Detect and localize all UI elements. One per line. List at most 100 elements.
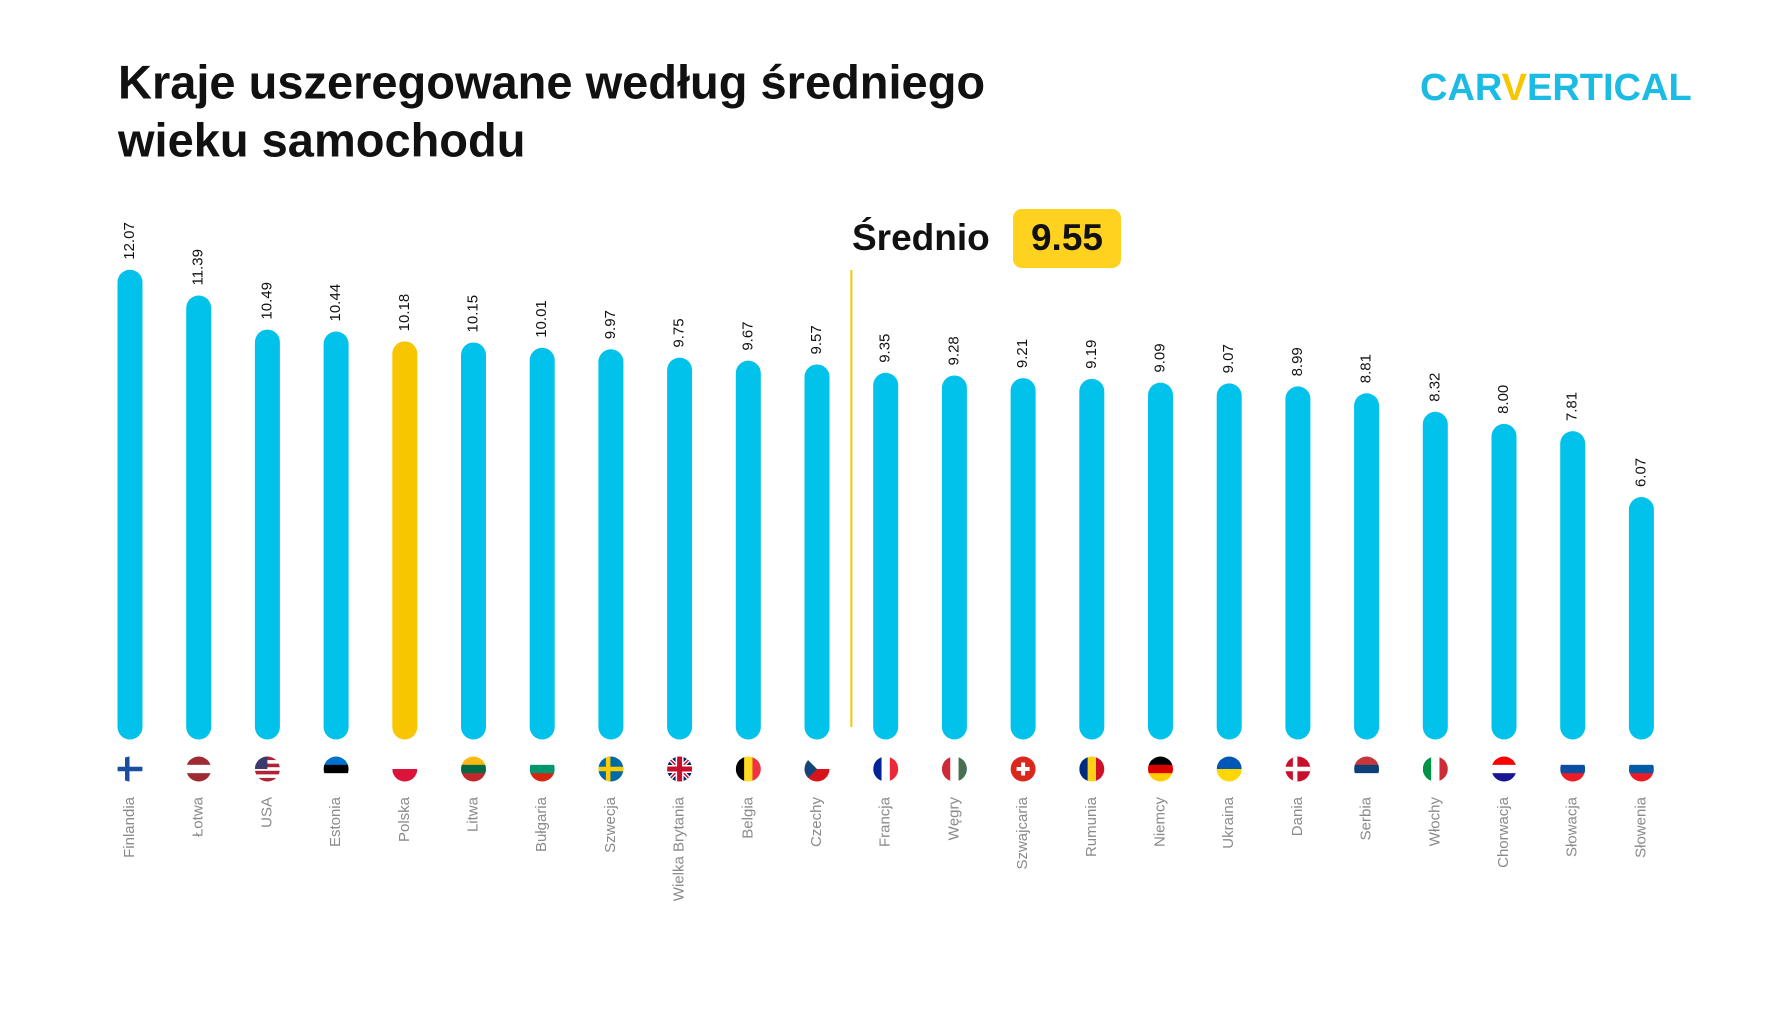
flag-part xyxy=(186,756,212,766)
flag-part xyxy=(1079,756,1089,782)
flag-part xyxy=(461,764,486,774)
logo-part: ERTICAL xyxy=(1527,67,1692,109)
x-tick-label: Czechy xyxy=(808,797,825,848)
bar xyxy=(1354,393,1380,740)
flag xyxy=(1560,756,1586,782)
flag-part xyxy=(744,756,753,782)
bar xyxy=(1216,383,1242,740)
flag xyxy=(254,756,280,782)
flag xyxy=(1216,756,1242,782)
flag-part xyxy=(1560,756,1586,766)
bar xyxy=(323,331,349,740)
value-label: 11.39 xyxy=(190,249,207,285)
flag xyxy=(1491,756,1517,782)
flag-part xyxy=(1628,773,1654,782)
value-label: 9.07 xyxy=(1220,344,1237,373)
x-tick-label: Łotwa xyxy=(190,796,207,837)
flag-part xyxy=(1095,756,1105,782)
value-label: 10.49 xyxy=(258,282,275,320)
bar xyxy=(1628,497,1654,740)
x-tick-label: Szwecja xyxy=(602,796,619,853)
x-tick-label: Estonia xyxy=(327,796,344,847)
x-tick-label: Wielka Brytania xyxy=(671,796,688,901)
flag-part xyxy=(529,756,555,766)
flag-part xyxy=(1087,756,1097,782)
flag-part xyxy=(529,773,555,782)
flag-part xyxy=(461,773,486,782)
flag-part xyxy=(323,756,349,766)
x-tick-label: Rumunia xyxy=(1083,796,1100,857)
flag-part xyxy=(752,756,761,782)
flag-part xyxy=(323,764,349,774)
flag-part xyxy=(254,756,268,769)
flag-part xyxy=(1491,773,1517,782)
bar xyxy=(1148,382,1173,740)
flag xyxy=(941,756,967,782)
flag xyxy=(804,756,830,782)
flag-part xyxy=(1628,764,1654,774)
flag-part xyxy=(1491,756,1517,766)
flag xyxy=(186,756,212,782)
flag xyxy=(598,756,624,782)
bar xyxy=(1079,378,1105,740)
flag-part xyxy=(392,769,418,782)
flag-part xyxy=(529,764,555,774)
flag xyxy=(1148,756,1173,782)
flag-part xyxy=(1560,764,1586,774)
value-label: 8.99 xyxy=(1289,347,1306,376)
flag-part xyxy=(950,756,960,782)
bar xyxy=(598,349,624,740)
flag-part xyxy=(254,770,280,775)
flag-part xyxy=(1422,756,1432,782)
flag-part xyxy=(1354,773,1380,782)
x-tick-label: Bułgaria xyxy=(533,796,550,852)
flag xyxy=(1079,756,1105,782)
bar xyxy=(941,375,967,740)
bar xyxy=(667,357,693,740)
x-tick-label: Serbia xyxy=(1358,796,1375,840)
value-label: 9.57 xyxy=(808,325,825,354)
flag-part xyxy=(873,756,883,782)
flag-part xyxy=(804,756,817,782)
logo-part: CAR xyxy=(1420,67,1502,109)
flag-part xyxy=(735,756,745,782)
x-tick-label: USA xyxy=(258,797,275,828)
value-label: 8.00 xyxy=(1495,385,1512,414)
bar xyxy=(117,269,143,740)
bar xyxy=(254,329,280,740)
flag-part xyxy=(186,773,212,782)
bar xyxy=(1285,386,1311,740)
flag-part xyxy=(677,756,683,782)
flag-part xyxy=(1216,769,1242,782)
flag-part xyxy=(1285,766,1311,772)
flag-part xyxy=(1628,756,1654,766)
value-label: 6.07 xyxy=(1632,458,1649,487)
flag xyxy=(529,756,555,782)
bar xyxy=(1491,423,1517,740)
chart-title: wieku samochodu xyxy=(117,113,525,166)
value-label: 8.81 xyxy=(1358,354,1375,383)
x-tick-label: Niemcy xyxy=(1151,797,1168,848)
value-label: 9.67 xyxy=(739,321,756,350)
x-tick-label: Słowenia xyxy=(1632,796,1649,858)
x-tick-label: Litwa xyxy=(464,796,481,832)
flag-part xyxy=(186,764,212,774)
flag-part xyxy=(254,774,280,779)
x-tick-label: Francja xyxy=(877,796,894,847)
flag-part xyxy=(117,766,143,772)
flag xyxy=(1422,756,1448,782)
bar xyxy=(735,360,761,740)
x-tick-label: Chorwacja xyxy=(1495,796,1512,868)
flag xyxy=(117,756,143,782)
flag-part xyxy=(1431,756,1440,782)
value-label: 9.21 xyxy=(1014,339,1031,368)
bar xyxy=(392,341,418,740)
flag xyxy=(392,756,418,782)
value-label: 9.09 xyxy=(1151,343,1168,372)
flag-part xyxy=(1148,773,1173,782)
flag xyxy=(1010,756,1036,782)
logo: CARVERTICAL xyxy=(1420,67,1692,109)
value-label: 7.81 xyxy=(1564,392,1581,421)
flag-part xyxy=(941,756,951,782)
